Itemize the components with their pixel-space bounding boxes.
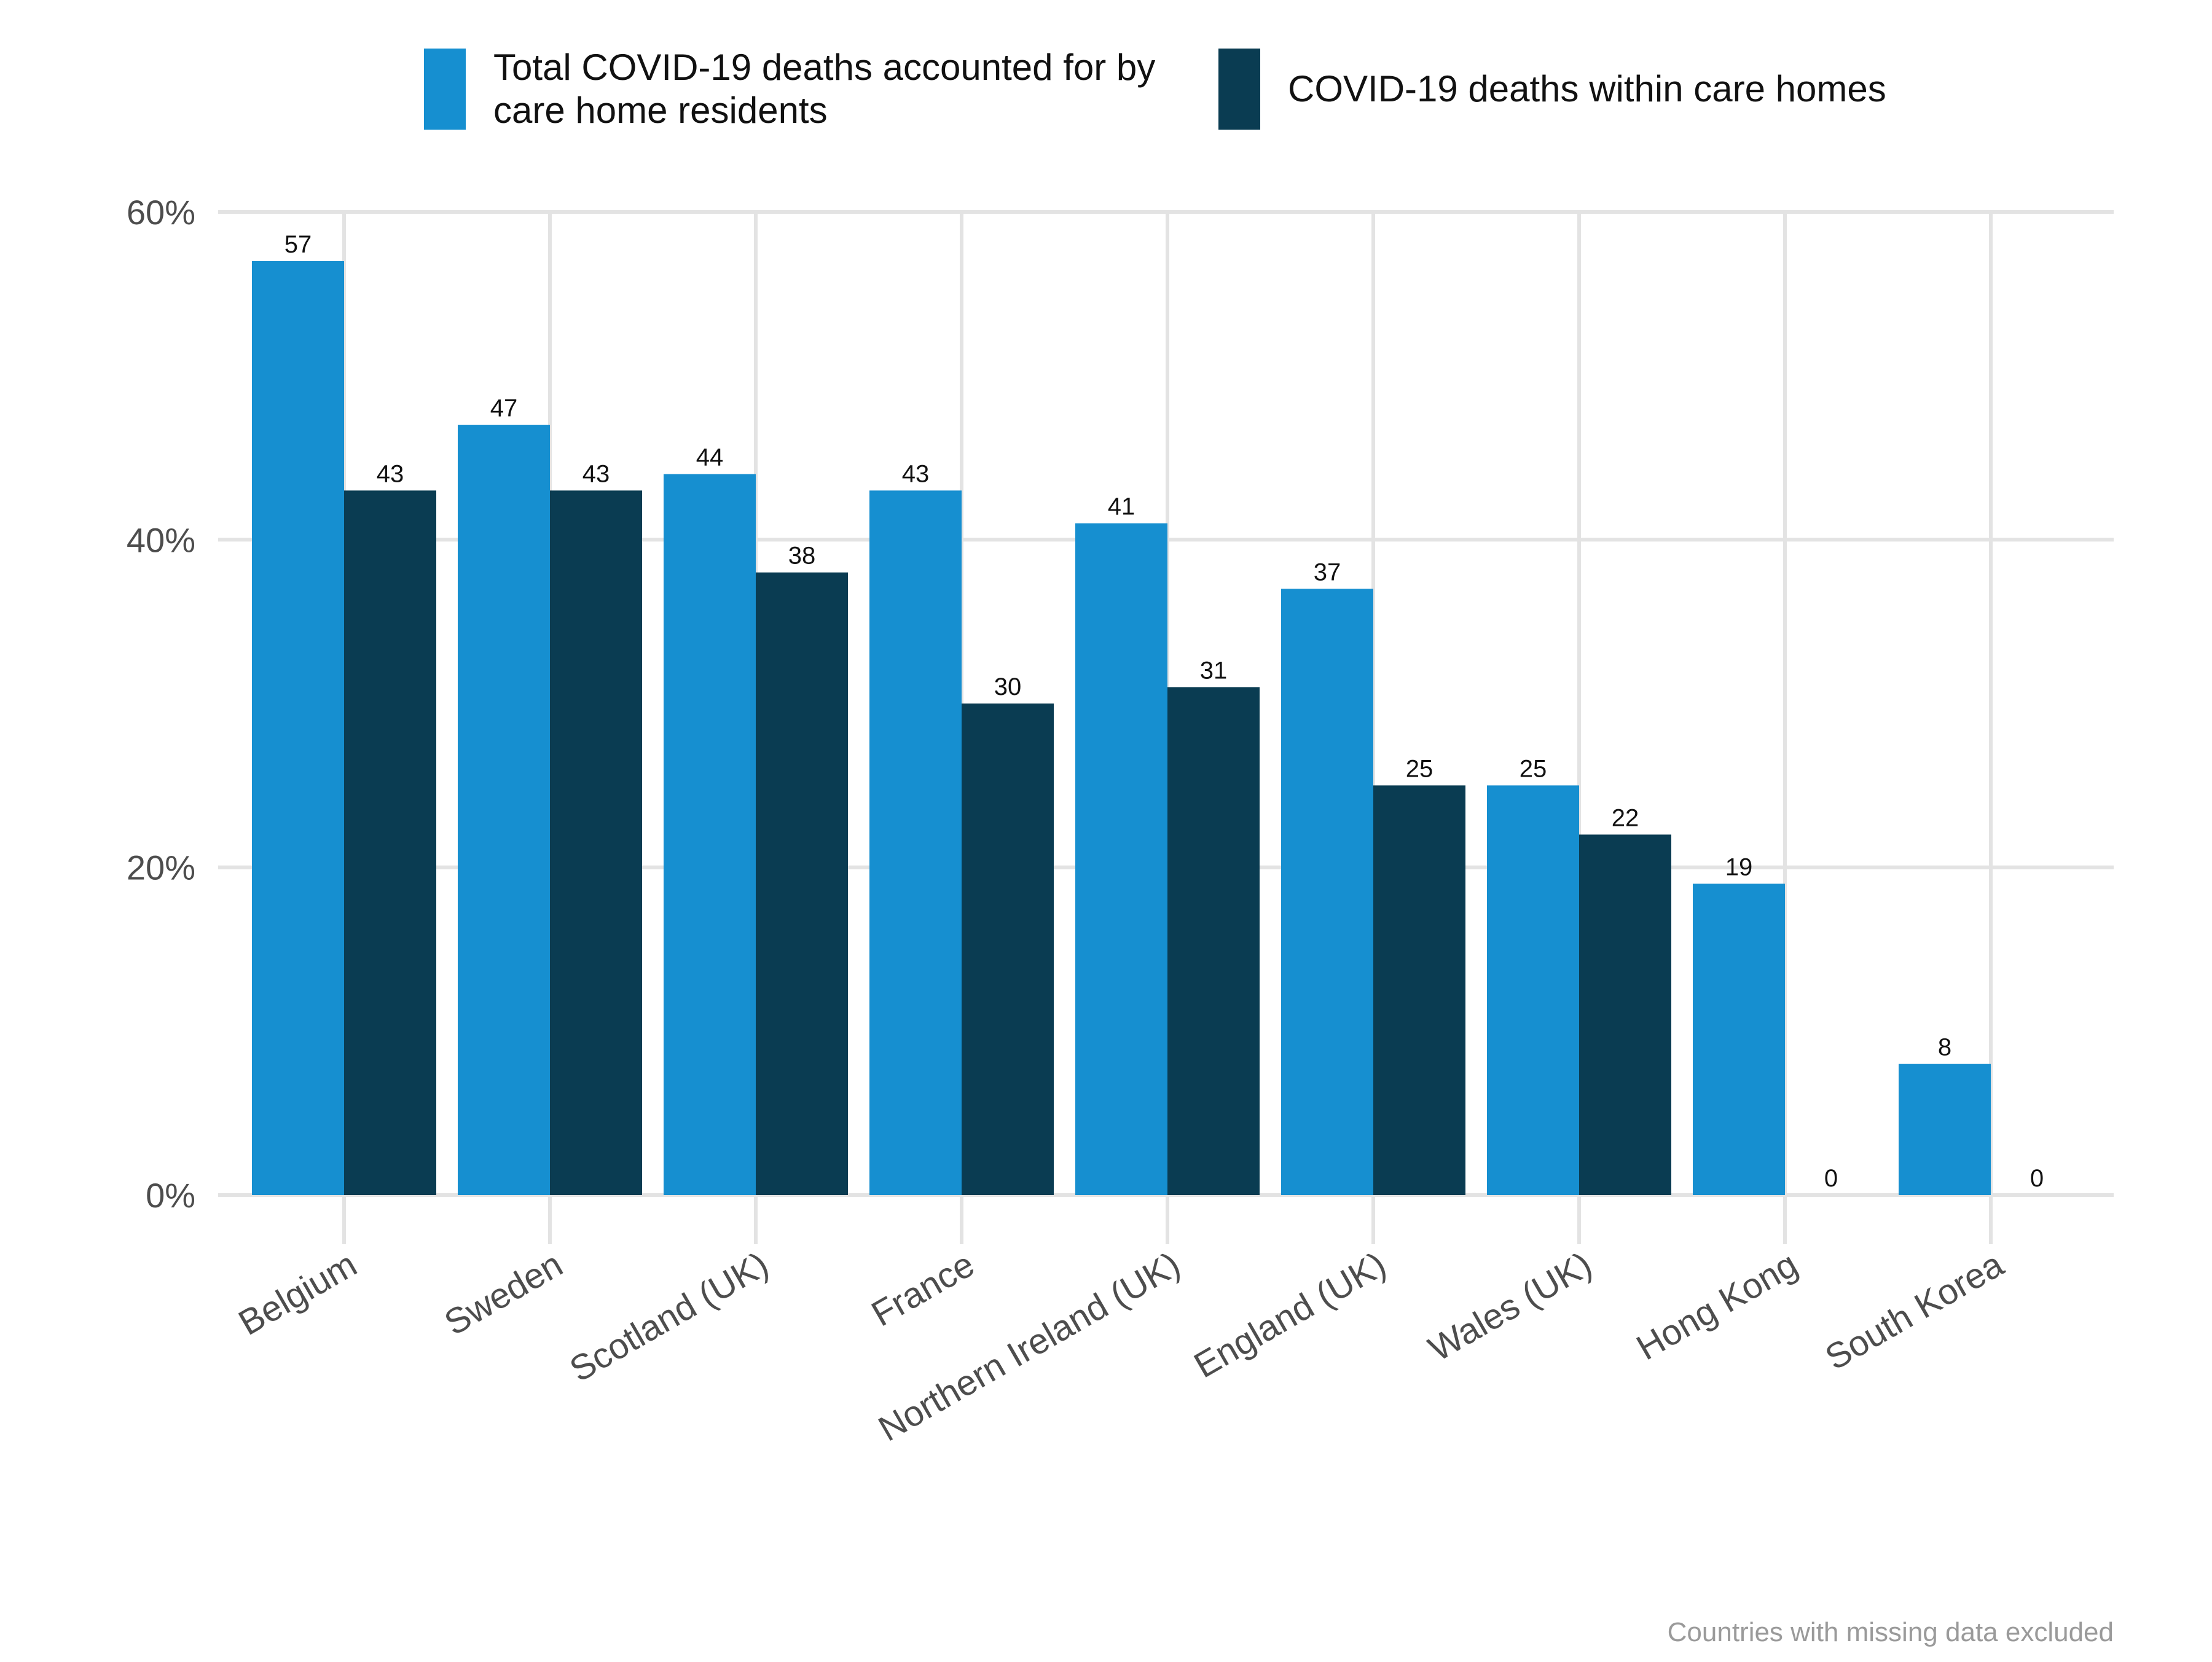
bar [1075, 523, 1167, 1195]
caption: Countries with missing data excluded [1667, 1617, 2114, 1647]
legend-item-care-homes: COVID-19 deaths within care homes [1218, 49, 2025, 130]
data-label: 43 [582, 460, 610, 487]
y-tick-label: 60% [127, 193, 195, 232]
bar [458, 425, 550, 1195]
data-label: 19 [1725, 853, 1753, 880]
bar [1167, 687, 1260, 1195]
data-label: 0 [1824, 1165, 1838, 1192]
legend-swatch-care-homes [1218, 49, 1260, 130]
x-tick-label: Sweden [437, 1244, 569, 1343]
bar [344, 490, 436, 1196]
bar [664, 474, 756, 1195]
bar [1373, 785, 1465, 1195]
bar [1579, 834, 1671, 1195]
legend: Total COVID-19 deaths accounted for by c… [424, 46, 2056, 132]
data-label: 31 [1200, 657, 1228, 684]
bar [1693, 884, 1785, 1195]
data-label: 8 [1938, 1034, 1951, 1061]
bar [550, 490, 642, 1196]
x-tick-label: Scotland (UK) [563, 1244, 775, 1390]
bar [1281, 589, 1373, 1195]
data-label: 43 [377, 460, 404, 487]
legend-item-total: Total COVID-19 deaths accounted for by c… [424, 46, 1188, 132]
legend-swatch-total [424, 49, 466, 130]
y-tick-label: 20% [127, 849, 195, 887]
data-label: 44 [696, 444, 724, 471]
data-label: 25 [1520, 755, 1547, 782]
x-tick-label: Belgium [232, 1244, 364, 1343]
bar [252, 261, 344, 1195]
x-tick-label: Hong Kong [1630, 1244, 1805, 1368]
x-tick-label: England (UK) [1187, 1244, 1392, 1386]
data-label: 22 [1612, 804, 1639, 831]
data-label: 41 [1108, 493, 1135, 520]
x-tick-label: Wales (UK) [1422, 1244, 1598, 1369]
data-label: 30 [994, 673, 1022, 700]
data-label: 57 [284, 231, 312, 258]
legend-label-total: Total COVID-19 deaths accounted for by c… [493, 47, 1156, 131]
data-label: 0 [2030, 1165, 2044, 1192]
y-tick-label: 40% [127, 520, 195, 559]
data-label: 43 [902, 460, 930, 487]
bar [1899, 1064, 1991, 1195]
bar [869, 490, 962, 1196]
data-label: 38 [788, 543, 816, 570]
x-tick-label: South Korea [1819, 1244, 2010, 1378]
legend-label-care-homes: COVID-19 deaths within care homes [1288, 68, 1886, 109]
data-label: 37 [1314, 559, 1341, 586]
x-tick-label: France [865, 1244, 981, 1335]
data-label: 47 [490, 395, 518, 422]
y-tick-label: 0% [146, 1176, 195, 1215]
bar [962, 704, 1054, 1195]
bar [1487, 785, 1579, 1195]
bar [756, 572, 848, 1195]
data-label: 25 [1406, 755, 1433, 782]
